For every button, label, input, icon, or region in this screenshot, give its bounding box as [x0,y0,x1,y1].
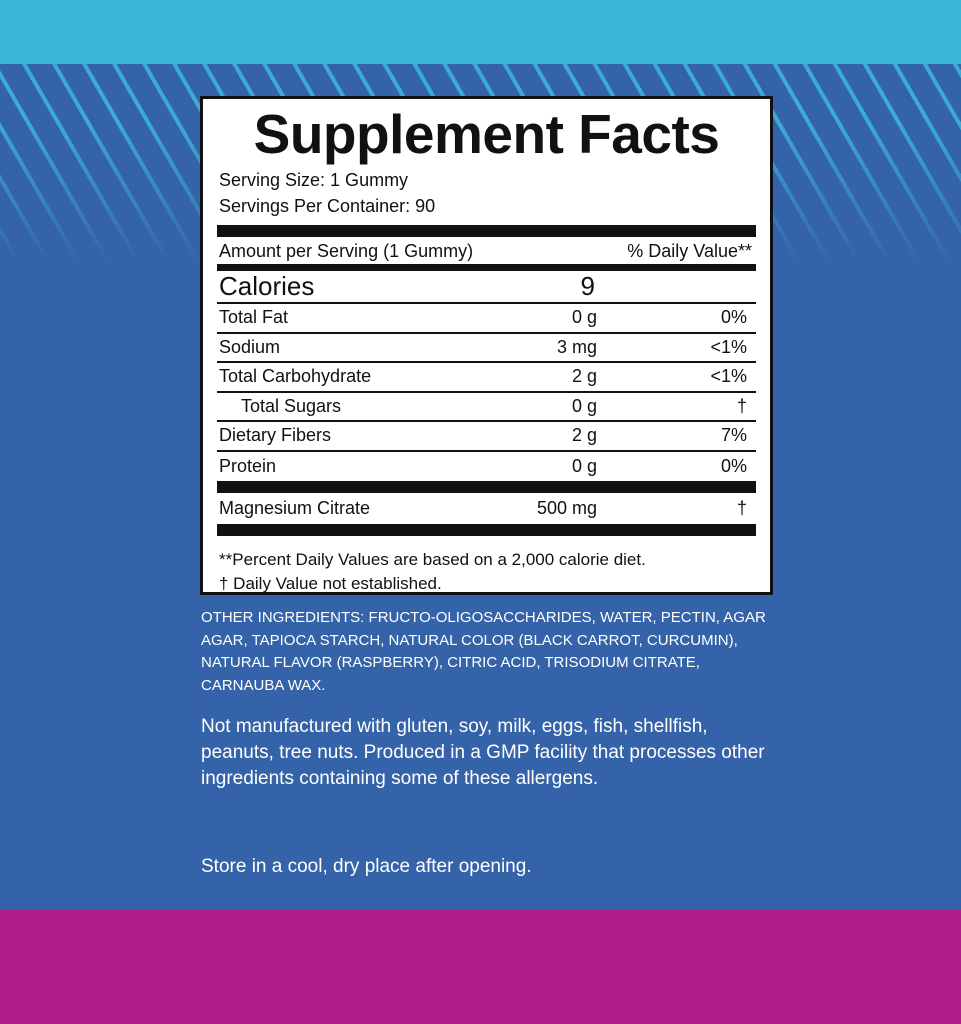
footnotes: **Percent Daily Values are based on a 2,… [219,548,756,596]
nutrient-name: Total Sugars [241,395,342,416]
supplement-facts-panel: Supplement Facts Serving Size: 1 Gummy S… [200,96,773,595]
nutrient-dv: 0% [720,307,747,328]
nutrient-row: Dietary Fibers 2 g 7% [217,422,756,452]
calories-row: Calories 9 [217,271,756,304]
other-ingredients-text: FRUCTO-OLIGOSACCHARIDES, WATER, PECTIN, … [201,609,766,694]
ingredient-dv: † [736,498,747,518]
ingredient-name: Magnesium Citrate [219,498,371,518]
divider-bar [217,264,756,271]
nutrient-name: Sodium [219,336,281,357]
nutrient-row: Total Sugars 0 g † [217,393,756,422]
ingredient-amount: 500 mg [536,498,597,518]
nutrient-amount: 3 mg [556,336,597,357]
bottom-band [0,910,961,1024]
divider-bar [217,225,756,237]
amount-header: Amount per Serving (1 Gummy) [219,241,474,261]
nutrient-dv: <1% [710,336,747,357]
panel-title: Supplement Facts [253,103,720,165]
active-ingredient-row: Magnesium Citrate 500 mg † [217,493,756,524]
divider-bar [217,481,756,493]
nutrient-name: Dietary Fibers [219,425,332,446]
nutrient-name: Protein [219,455,277,476]
servings-per-container: Servings Per Container: 90 [219,196,436,216]
serving-size: Serving Size: 1 Gummy [219,170,409,190]
nutrient-dv: 7% [720,425,747,446]
nutrient-name: Total Carbohydrate [219,366,372,387]
storage-instructions: Store in a cool, dry place after opening… [201,856,532,877]
nutrient-amount: 2 g [571,366,597,387]
top-band [0,0,961,64]
nutrient-dv: † [736,395,747,416]
nutrient-name: Total Fat [219,307,289,328]
nutrient-row: Protein 0 g 0% [217,452,756,482]
nutrient-amount: 0 g [571,307,597,328]
nutrient-amount: 0 g [571,455,597,476]
nutrient-row: Sodium 3 mg <1% [217,334,756,363]
nutrient-row: Total Carbohydrate 2 g <1% [217,363,756,393]
divider-bar [217,524,756,536]
nutrient-amount: 0 g [571,395,597,416]
footnote-daily-values: **Percent Daily Values are based on a 2,… [219,550,646,569]
nutrient-row: Total Fat 0 g 0% [217,304,756,334]
other-ingredients: OTHER INGREDIENTS: FRUCTO-OLIGOSACCHARID… [201,607,781,697]
dv-header: % Daily Value** [627,241,752,261]
other-ingredients-label: OTHER INGREDIENTS: [201,609,365,626]
footnote-not-established: † Daily Value not established. [219,574,442,593]
calories-value: 9 [580,271,595,301]
nutrient-amount: 2 g [571,425,597,446]
nutrient-dv: <1% [710,366,747,387]
calories-label: Calories [219,271,315,301]
nutrient-dv: 0% [720,455,747,476]
allergen-statement: Not manufactured with gluten, soy, milk,… [201,716,765,789]
table-header: Amount per Serving (1 Gummy) % Daily Val… [217,237,756,264]
